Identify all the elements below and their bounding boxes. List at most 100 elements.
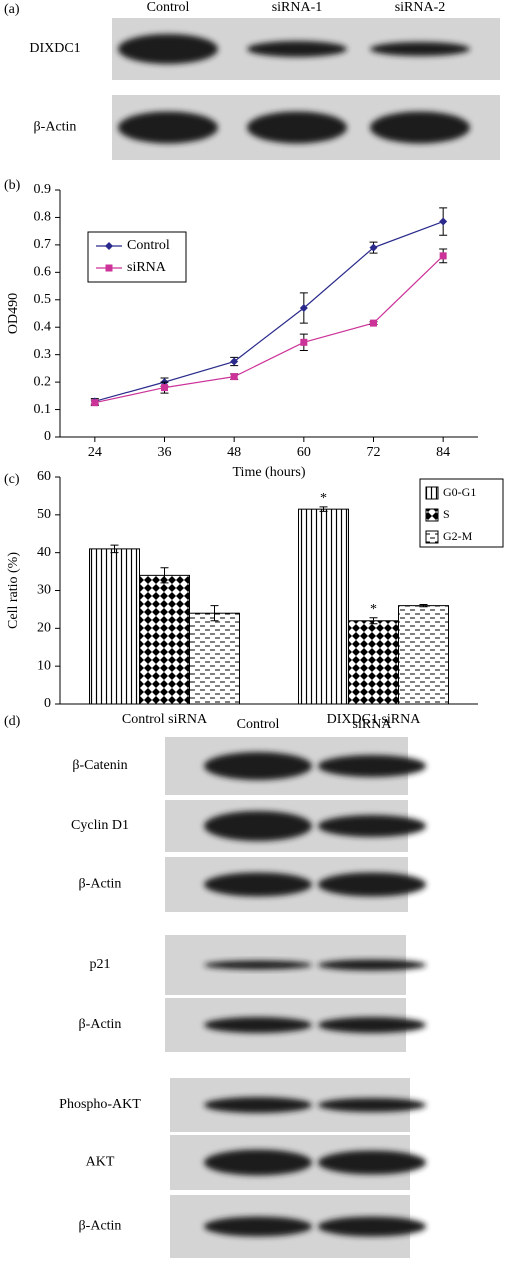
bar: [89, 548, 140, 705]
series-line: [94, 220, 444, 402]
blot-band: [204, 960, 312, 970]
row-label: p21: [90, 957, 111, 972]
error-bar: [160, 567, 169, 584]
blot-band: [318, 755, 426, 777]
error-bar: [110, 544, 119, 554]
legend-box: [419, 478, 504, 548]
lane-label: Control: [237, 717, 280, 732]
blot-band: [247, 41, 347, 57]
y-tick-label: 60: [37, 469, 51, 484]
bar: [189, 612, 240, 705]
blot-band: [318, 1150, 426, 1175]
row-label: Cyclin D1: [71, 818, 129, 833]
blot-band: [204, 872, 312, 897]
legend-swatch: [425, 530, 439, 544]
marker: [300, 338, 308, 346]
marker: [299, 304, 308, 313]
y-tick-label: 10: [37, 658, 51, 673]
x-tick-label: 84: [436, 445, 450, 460]
y-tick-label: 30: [37, 583, 51, 598]
bar: [348, 620, 399, 705]
y-tick-label: 0.1: [34, 402, 52, 417]
y-axis-label: Cell ratio (%): [6, 552, 21, 629]
legend-marker: [105, 264, 113, 272]
blot-band: [318, 1098, 426, 1112]
x-axis-label: Time (hours): [233, 465, 306, 480]
error-bar: [319, 506, 328, 512]
panel-label: (d): [4, 714, 21, 729]
y-tick-label: 0: [44, 429, 51, 444]
blot-band: [318, 959, 426, 971]
blot-band: [318, 1017, 426, 1033]
blot-band: [318, 815, 426, 837]
legend-label: Control: [127, 238, 170, 253]
row-label: β-Catenin: [72, 758, 127, 773]
x-tick-label: 24: [88, 445, 102, 460]
blot-band: [204, 811, 312, 841]
y-tick-label: 0.7: [34, 237, 52, 252]
y-tick-label: 0.5: [34, 292, 52, 307]
x-tick-label: Control siRNA: [122, 712, 208, 727]
legend-label: G2-M: [443, 529, 473, 543]
error-bar: [369, 617, 378, 625]
series-line: [94, 255, 444, 404]
blot-band: [204, 1149, 312, 1176]
blot-band: [247, 111, 347, 144]
y-axis-label: OD490: [6, 293, 21, 334]
marker: [230, 373, 238, 381]
x-tick-label: 60: [297, 445, 311, 460]
row-label: β-Actin: [79, 877, 122, 892]
blot-band: [204, 1017, 312, 1033]
blot-band: [318, 872, 426, 897]
legend-swatch: [425, 486, 439, 500]
marker: [439, 217, 448, 226]
marker: [370, 319, 377, 327]
row-label: β-Actin: [34, 120, 77, 135]
y-tick-label: 0.3: [34, 347, 52, 362]
y-tick-label: 20: [37, 621, 51, 636]
y-tick-label: 0.6: [34, 265, 52, 280]
marker: [230, 357, 239, 366]
blot-band: [370, 111, 470, 144]
error-bar: [210, 605, 219, 622]
row-label: Phospho-AKT: [59, 1097, 141, 1112]
legend-swatch: [425, 508, 439, 522]
y-tick-label: 0.4: [34, 319, 52, 334]
y-tick-label: 0.8: [34, 210, 52, 225]
y-tick-label: 0: [44, 696, 51, 711]
panel-label: (c): [4, 472, 20, 487]
y-tick-label: 40: [37, 545, 51, 560]
x-tick-label: DIXDC1 siRNA: [327, 712, 422, 727]
blot-band: [204, 1216, 312, 1237]
row-label: DIXDC1: [29, 41, 80, 56]
blot-band: [204, 1097, 312, 1113]
y-tick-label: 50: [37, 507, 51, 522]
blot-band: [118, 34, 218, 64]
legend-label: G0-G1: [443, 485, 476, 499]
bar: [298, 508, 349, 705]
blot-band: [370, 42, 470, 56]
panel-label: (a): [4, 2, 20, 17]
legend-label: S: [443, 507, 450, 521]
marker: [369, 243, 378, 252]
marker: [439, 252, 447, 260]
row-label: β-Actin: [79, 1017, 122, 1032]
legend-box: [87, 231, 187, 283]
lane-label: Control: [147, 0, 190, 15]
blot-band: [318, 1216, 426, 1237]
x-tick-label: 72: [367, 445, 381, 460]
x-tick-label: 48: [227, 445, 241, 460]
lane-label: siRNA-2: [395, 0, 446, 15]
legend-label: siRNA: [127, 260, 167, 275]
significance-label: *: [320, 491, 327, 506]
lane-label: siRNA-1: [272, 0, 323, 15]
error-bar: [419, 603, 428, 608]
legend-marker: [105, 242, 113, 250]
panel-label: (b): [4, 178, 21, 193]
blot-band: [118, 111, 218, 144]
blot-band: [204, 752, 312, 780]
y-tick-label: 0.9: [34, 182, 52, 197]
significance-label: *: [370, 602, 377, 617]
bar: [139, 574, 190, 705]
marker: [161, 384, 168, 392]
